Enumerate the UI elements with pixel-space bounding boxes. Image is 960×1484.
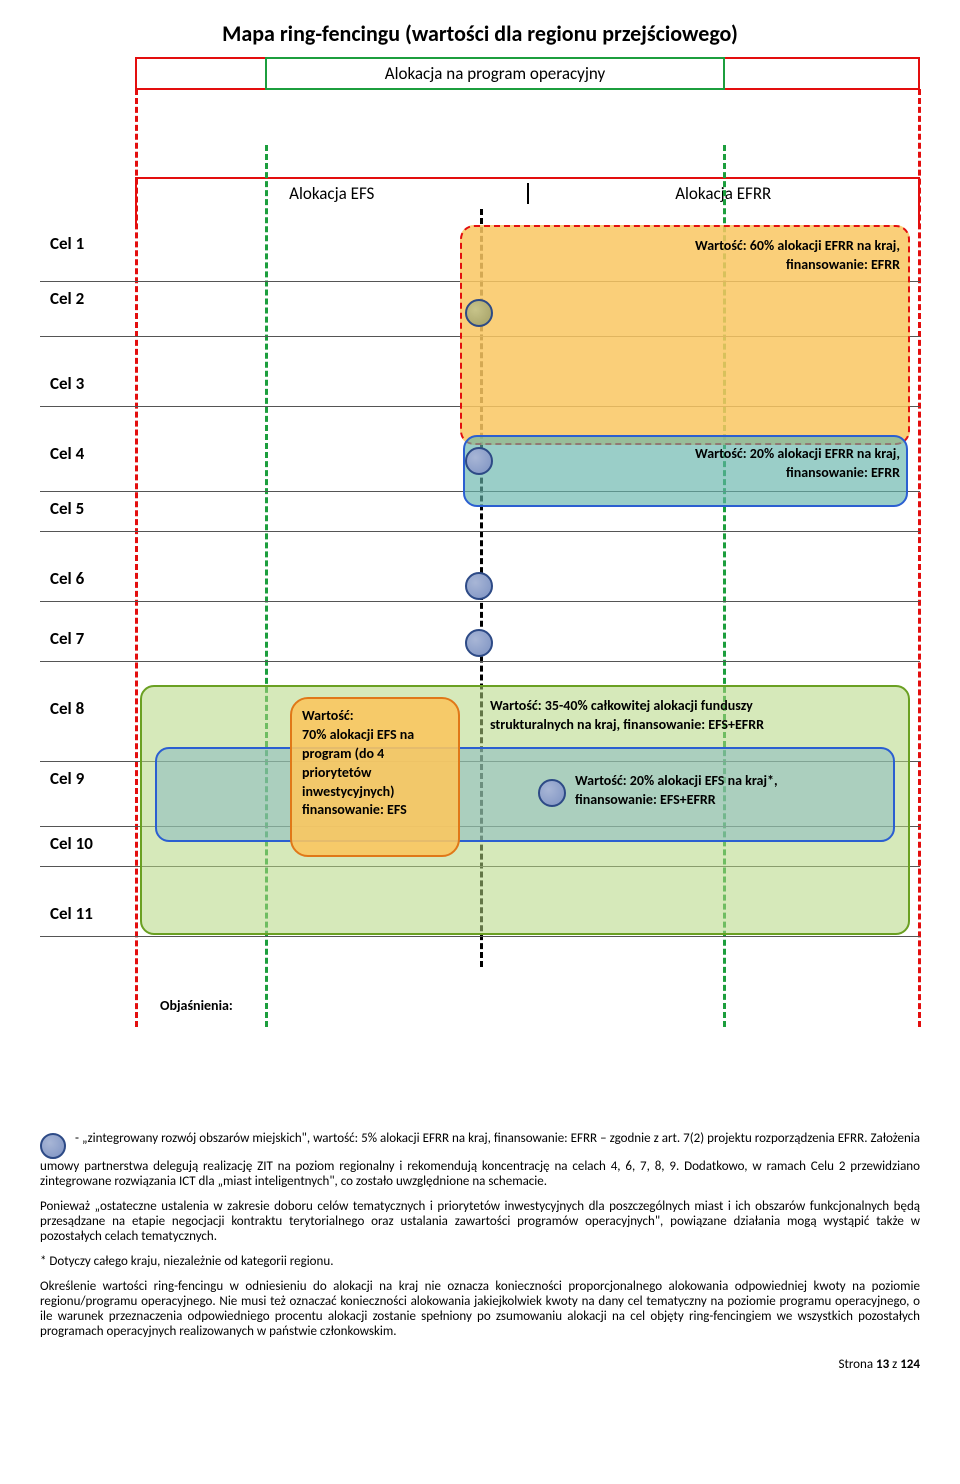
marker-circle (538, 779, 566, 807)
header-program: Alokacja na program operacyjny (265, 57, 725, 90)
diagram-container: Alokacja na Państwo Członkowskie Alokacj… (40, 57, 920, 1117)
row-label: Cel 8 (50, 698, 84, 719)
row-label: Cel 11 (50, 903, 93, 924)
annot-efrr20: Wartość: 20% alokacji EFRR na kraj, fina… (520, 445, 900, 483)
annot-efs70: Wartość: 70% alokacji EFS na program (do… (302, 707, 448, 820)
row-label: Cel 2 (50, 288, 84, 309)
explanation-p3: * Dotyczy całego kraju, niezależnie od k… (40, 1254, 920, 1269)
explanation-p4: Określenie wartości ring-fencingu w odni… (40, 1279, 920, 1339)
legend-circle-icon (40, 1133, 66, 1159)
shape-orange-efs70: Wartość: 70% alokacji EFS na program (do… (290, 697, 460, 857)
row-label: Cel 4 (50, 443, 84, 464)
explanation-p1: - „zintegrowany rozwój obszarów miejskic… (40, 1131, 920, 1189)
row-label: Cel 6 (50, 568, 84, 589)
page-title: Mapa ring-fencingu (wartości dla regionu… (40, 20, 920, 47)
row-label: Cel 7 (50, 628, 84, 649)
row-label: Cel 9 (50, 768, 84, 789)
marker-circle (465, 629, 493, 657)
row-label: Cel 5 (50, 498, 84, 519)
annot-structural: Wartość: 35-40% całkowitej alokacji fund… (490, 697, 900, 735)
explanations-block: - „zintegrowany rozwój obszarów miejskic… (40, 1131, 920, 1339)
annot-efrr60: Wartość: 60% alokacji EFRR na kraj, fina… (580, 237, 900, 275)
header-efs: Alokacja EFS (137, 183, 529, 204)
marker-circle (465, 572, 493, 600)
page-footer: Strona 13 z 124 (40, 1357, 920, 1372)
header-efs-efrr: Alokacja EFS Alokacja EFRR (135, 177, 920, 227)
annot-efs20: Wartość: 20% alokacji EFS na kraj*, fina… (575, 772, 885, 810)
explanations-heading-inline: Objaśnienia: (160, 997, 233, 1016)
marker-circle (465, 299, 493, 327)
explanation-p2: Ponieważ „ostateczne ustalenia w zakresi… (40, 1199, 920, 1244)
row-label: Cel 10 (50, 833, 93, 854)
row-label: Cel 1 (50, 233, 84, 254)
marker-circle (465, 447, 493, 475)
row-label: Cel 3 (50, 373, 84, 394)
